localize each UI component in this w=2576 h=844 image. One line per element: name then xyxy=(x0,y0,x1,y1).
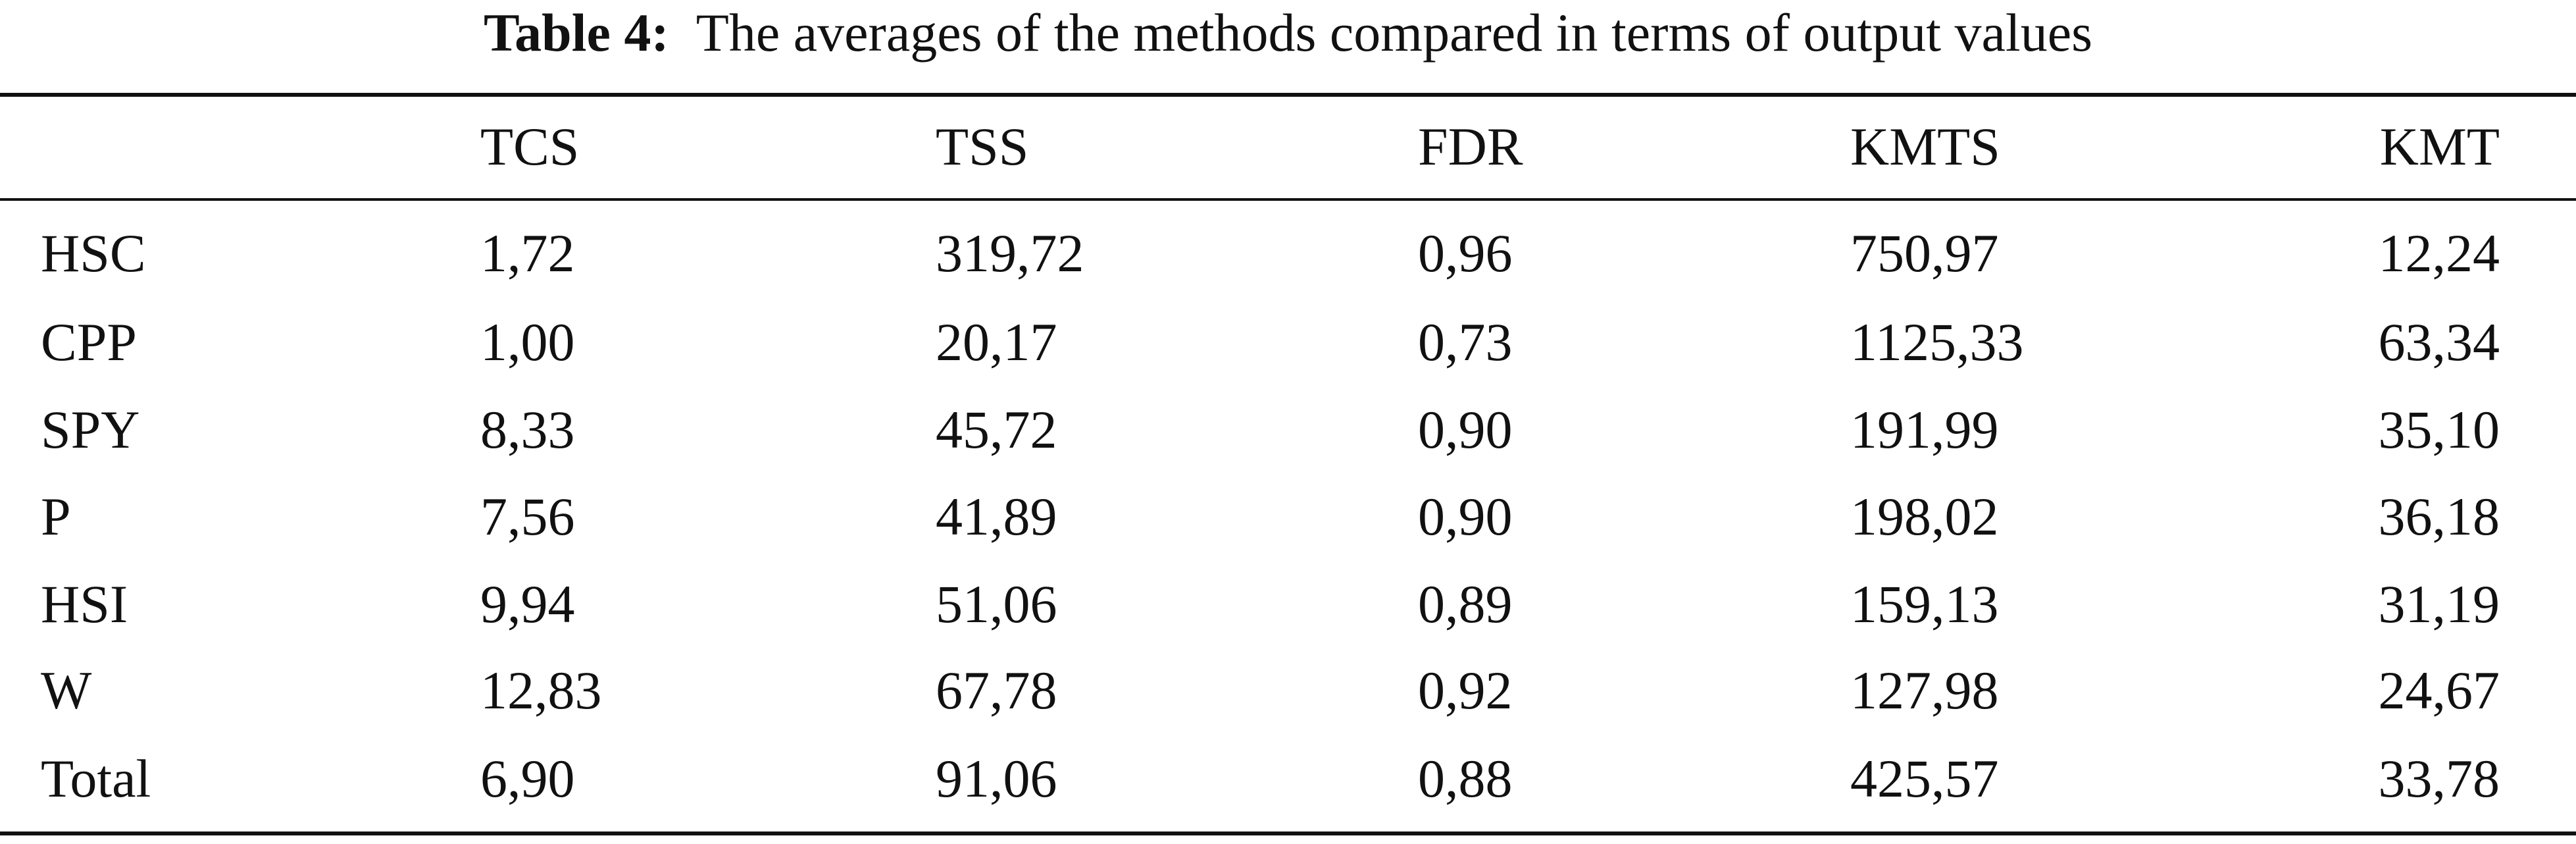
table-cell: 0,92 xyxy=(1418,660,1513,720)
table-cell: 9,94 xyxy=(480,574,575,634)
table-top-rule xyxy=(0,93,2576,97)
table-cell: 0,89 xyxy=(1418,574,1513,634)
table-cell: 0,88 xyxy=(1418,749,1513,808)
table-cell: 31,19 xyxy=(2378,574,2500,634)
row-label: HSI xyxy=(41,574,128,634)
table-cell: 198,02 xyxy=(1850,487,1999,546)
table-cell: 67,78 xyxy=(936,660,1057,720)
row-label: W xyxy=(41,660,92,720)
row-label: HSC xyxy=(41,223,146,283)
table-bottom-rule xyxy=(0,831,2576,835)
column-header-kmts: KMTS xyxy=(1850,117,2000,176)
table-cell: 63,34 xyxy=(2378,312,2500,372)
table-cell: 33,78 xyxy=(2378,749,2500,808)
row-label: P xyxy=(41,487,71,546)
column-header-kmt: KMT xyxy=(2379,117,2500,176)
table-cell: 159,13 xyxy=(1850,574,1999,634)
row-label: Total xyxy=(41,749,151,808)
table-header-rule xyxy=(0,198,2576,201)
table-cell: 12,83 xyxy=(480,660,602,720)
column-header-tcs: TCS xyxy=(480,117,580,176)
table-cell: 0,96 xyxy=(1418,223,1513,283)
table-cell: 24,67 xyxy=(2378,660,2500,720)
column-header-tss: TSS xyxy=(936,117,1029,176)
table-cell: 6,90 xyxy=(480,749,575,808)
table-cell: 0,90 xyxy=(1418,487,1513,546)
table-cell: 1,72 xyxy=(480,223,575,283)
table-cell: 51,06 xyxy=(936,574,1057,634)
table-caption-text: The averages of the methods compared in … xyxy=(695,3,2092,63)
table-cell: 36,18 xyxy=(2378,487,2500,546)
table-cell: 191,99 xyxy=(1850,400,1999,460)
table-cell: 127,98 xyxy=(1850,660,1999,720)
row-label: CPP xyxy=(41,312,137,372)
column-header-fdr: FDR xyxy=(1418,117,1523,176)
table-cell: 35,10 xyxy=(2378,400,2500,460)
table-cell: 7,56 xyxy=(480,487,575,546)
table-cell: 12,24 xyxy=(2378,223,2500,283)
table-cell: 91,06 xyxy=(936,749,1057,808)
table-caption-label: Table 4: xyxy=(484,3,669,63)
table-cell: 425,57 xyxy=(1850,749,1999,808)
table-cell: 0,73 xyxy=(1418,312,1513,372)
table-cell: 45,72 xyxy=(936,400,1057,460)
table-cell: 1,00 xyxy=(480,312,575,372)
row-label: SPY xyxy=(41,400,140,460)
table-cell: 8,33 xyxy=(480,400,575,460)
table-cell: 1125,33 xyxy=(1850,312,2024,372)
table-cell: 41,89 xyxy=(936,487,1057,546)
table-cell: 0,90 xyxy=(1418,400,1513,460)
table-cell: 20,17 xyxy=(936,312,1057,372)
table-cell: 319,72 xyxy=(936,223,1084,283)
table-caption: Table 4: The averages of the methods com… xyxy=(0,0,2576,66)
table-cell: 750,97 xyxy=(1850,223,1999,283)
